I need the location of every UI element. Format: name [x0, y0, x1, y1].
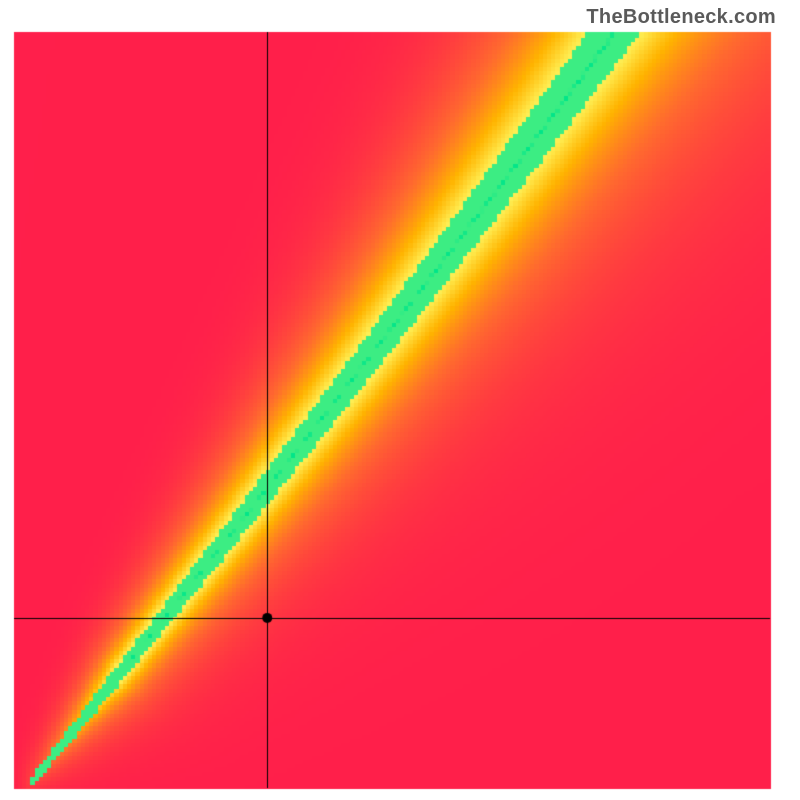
chart-container: TheBottleneck.com — [0, 0, 800, 800]
watermark-text: TheBottleneck.com — [586, 6, 776, 29]
bottleneck-heatmap — [0, 0, 800, 800]
